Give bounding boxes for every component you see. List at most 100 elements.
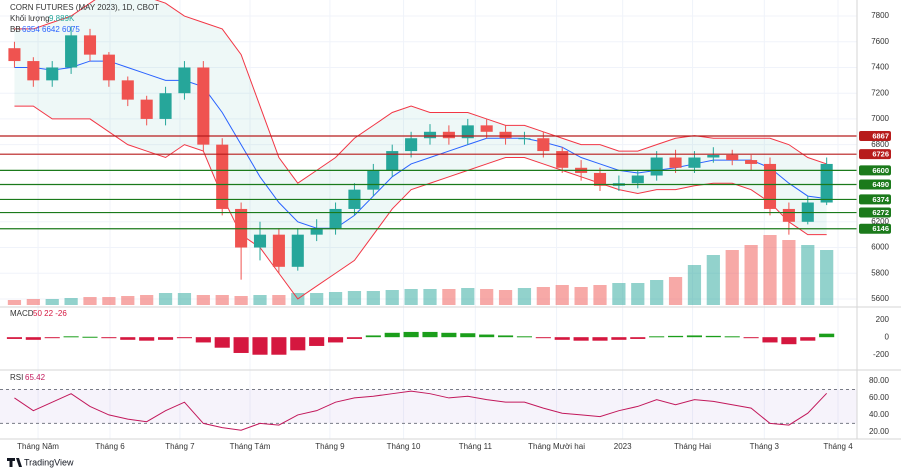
macd-bar xyxy=(611,337,627,340)
rsi-readout: 65.42 xyxy=(25,373,46,382)
volume-bar xyxy=(687,265,702,305)
volume-bar xyxy=(196,295,210,305)
candle-body xyxy=(253,234,267,248)
volume-bar xyxy=(498,290,513,305)
macd-tick-label: -200 xyxy=(873,350,890,359)
volume-bar xyxy=(706,255,720,305)
candle-body xyxy=(65,35,78,68)
candle-body xyxy=(820,163,833,203)
candle-body xyxy=(688,157,701,168)
volume-bar xyxy=(385,290,399,305)
rsi-tick-label: 20.00 xyxy=(869,427,890,436)
macd-bar xyxy=(498,335,514,338)
chart-title: CORN FUTURES (MAY 2023), 1D, CBOT xyxy=(10,3,159,12)
volume-bar xyxy=(272,295,286,305)
volume-bar xyxy=(782,240,796,305)
x-tick-label: 2023 xyxy=(614,442,632,451)
volume-bar xyxy=(763,235,777,305)
macd-bar xyxy=(554,337,570,340)
candle-body xyxy=(461,125,474,139)
volume-bar xyxy=(820,250,834,305)
candle-body xyxy=(707,154,720,158)
candle-body xyxy=(310,228,323,235)
y-tick-label: 7400 xyxy=(871,63,889,72)
volume-bar xyxy=(366,291,380,305)
volume-bar xyxy=(310,293,324,305)
candle-body xyxy=(121,80,134,100)
candle-body xyxy=(499,131,512,139)
volume-bar xyxy=(83,297,97,305)
macd-bar xyxy=(120,337,136,340)
volume-bar xyxy=(158,293,173,305)
x-tick-label: Tháng 9 xyxy=(315,442,345,451)
rsi-tick-label: 60.00 xyxy=(869,393,890,402)
bb-fill xyxy=(14,0,827,299)
volume-bar xyxy=(253,295,267,305)
macd-bar xyxy=(290,337,306,351)
level-label: 6490 xyxy=(872,180,889,189)
y-tick-label: 5600 xyxy=(871,294,889,303)
x-tick-label: Tháng 6 xyxy=(95,442,125,451)
volume-bar xyxy=(328,292,343,305)
x-tick-label: Tháng Mười hai xyxy=(528,442,585,451)
level-tag xyxy=(859,131,891,142)
candle-body xyxy=(763,163,777,209)
macd-bar xyxy=(252,337,268,355)
level-tag xyxy=(859,179,891,190)
candle-body xyxy=(726,154,739,161)
volume-label: Khối lượng xyxy=(10,14,50,23)
macd-bar xyxy=(800,337,816,341)
macd-bar xyxy=(819,333,835,338)
macd-bar xyxy=(25,337,41,340)
candle-body xyxy=(669,157,682,168)
candle-body xyxy=(140,99,153,119)
x-tick-label: Tháng Hai xyxy=(674,442,711,451)
macd-bar xyxy=(403,331,419,338)
volume-bar xyxy=(612,283,626,305)
volume-bar xyxy=(480,289,494,305)
macd-bar xyxy=(309,337,325,346)
volume-bar xyxy=(536,287,550,305)
macd-bar xyxy=(101,337,117,339)
candle-body xyxy=(46,67,59,81)
macd-bar xyxy=(346,337,362,339)
rsi-label: RSI xyxy=(10,373,23,382)
y-tick-label: 5800 xyxy=(871,268,889,277)
level-label: 6146 xyxy=(872,224,889,233)
macd-bar xyxy=(535,337,551,339)
candle-body xyxy=(83,35,97,55)
candle-body xyxy=(102,54,115,81)
candle-body xyxy=(782,208,795,222)
macd-bar xyxy=(63,336,79,338)
volume-bar xyxy=(404,289,418,305)
rsi-tick-label: 40.00 xyxy=(869,410,890,419)
candle-body xyxy=(745,160,758,164)
bb-label: BB xyxy=(10,25,21,34)
candle-body xyxy=(593,172,607,186)
candle-body xyxy=(159,93,172,119)
candle-body xyxy=(537,138,550,152)
y-tick-label: 7800 xyxy=(871,11,889,20)
candle-body xyxy=(405,138,418,152)
y-tick-label: 6000 xyxy=(871,243,889,252)
x-tick-label: Tháng Tám xyxy=(230,442,271,451)
candle-body xyxy=(272,234,285,267)
volume-bar xyxy=(45,299,59,305)
level-tag xyxy=(859,165,891,176)
candle-body xyxy=(556,151,569,168)
level-tag xyxy=(859,149,891,160)
macd-bar xyxy=(573,337,589,341)
macd-bar xyxy=(705,335,721,338)
brand-name: TradingView xyxy=(24,457,74,467)
volume-bar xyxy=(177,293,192,305)
candle-body xyxy=(442,131,455,139)
rsi-line xyxy=(14,390,828,431)
x-tick-label: Tháng 3 xyxy=(750,442,780,451)
macd-bar xyxy=(384,332,400,338)
candle-body xyxy=(329,208,342,229)
macd-bar xyxy=(158,337,174,340)
level-label: 6600 xyxy=(872,166,889,175)
volume-bar xyxy=(234,296,248,305)
candle-body xyxy=(367,170,380,190)
